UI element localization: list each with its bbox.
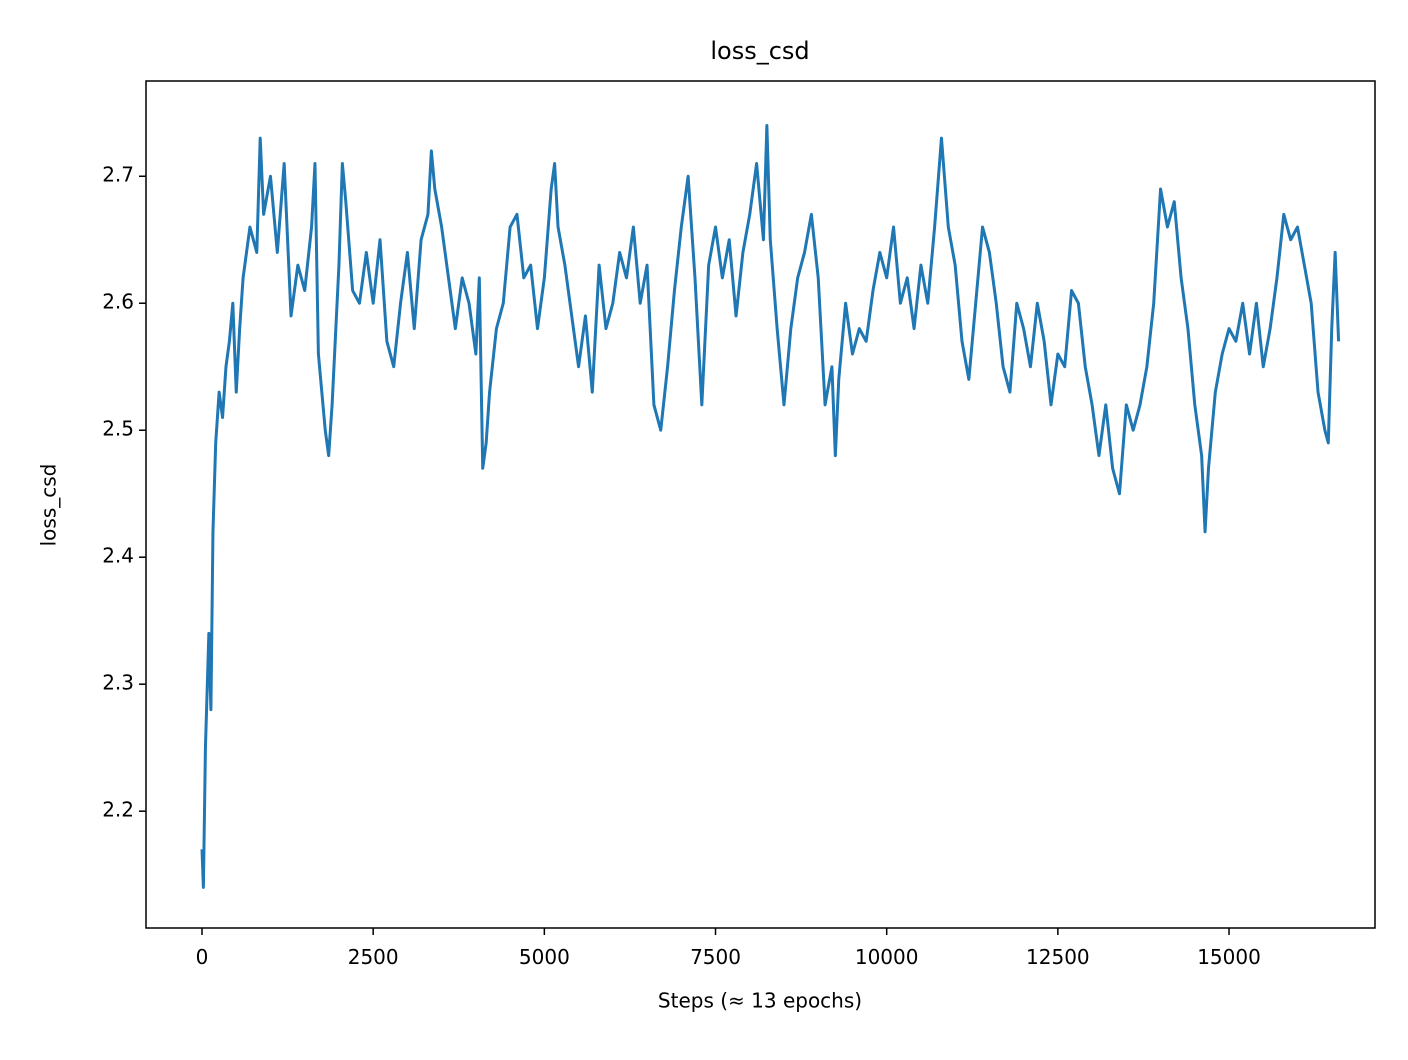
x-tick-label: 7500 (690, 945, 741, 969)
x-tick-label: 15000 (1197, 945, 1261, 969)
plot-frame (145, 80, 1376, 929)
x-tick-label: 2500 (348, 945, 399, 969)
y-axis-label: loss_csd (37, 464, 61, 547)
x-tick-label: 0 (196, 945, 209, 969)
x-tick-label: 10000 (855, 945, 919, 969)
chart-title: loss_csd (710, 37, 809, 65)
y-tick-label: 2.7 (102, 163, 134, 187)
x-axis-label: Steps (≈ 13 epochs) (658, 989, 862, 1013)
y-tick-label: 2.2 (102, 798, 134, 822)
x-tick-label: 5000 (519, 945, 570, 969)
y-tick-label: 2.3 (102, 671, 134, 695)
y-tick-label: 2.6 (102, 290, 134, 314)
x-tick-label: 12500 (1026, 945, 1090, 969)
line-series (200, 123, 1341, 889)
y-tick-label: 2.5 (102, 417, 134, 441)
y-tick-label: 2.4 (102, 544, 134, 568)
